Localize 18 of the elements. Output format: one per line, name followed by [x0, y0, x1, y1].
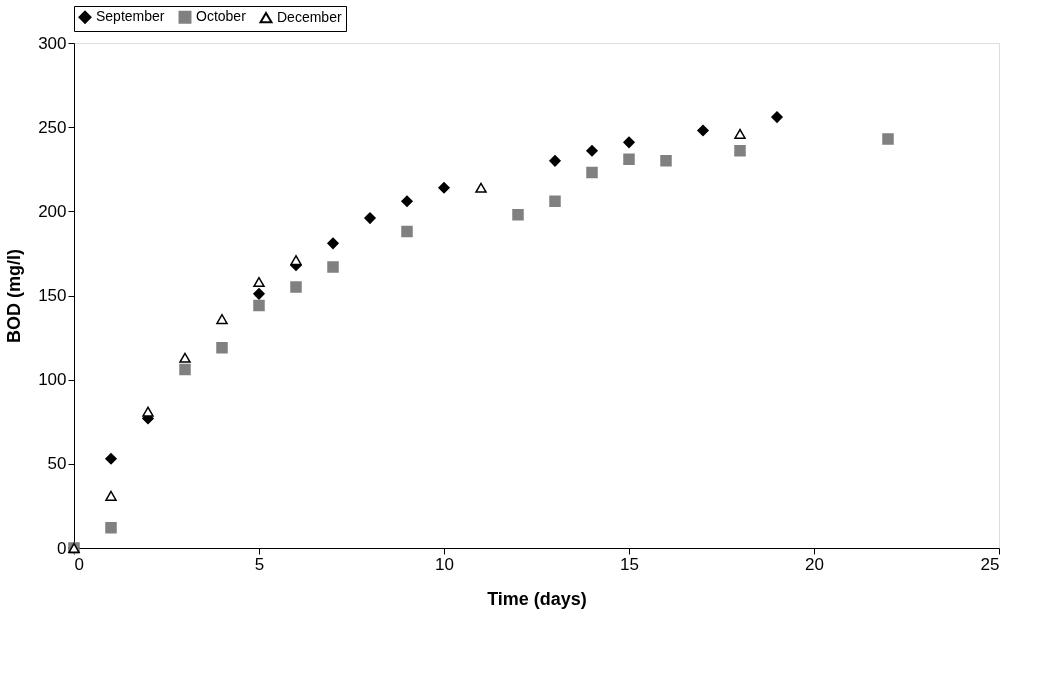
- y-tick-label: 300: [38, 33, 67, 53]
- x-tick-label: 5: [254, 554, 265, 574]
- x-axis-title: Time (days): [487, 588, 587, 609]
- y-tick-label: 50: [47, 454, 67, 474]
- y-tick-label: 150: [38, 286, 67, 305]
- y-tick-label: 100: [38, 370, 67, 390]
- legend-label: December: [277, 8, 342, 25]
- x-tick-label: 25: [980, 554, 1000, 574]
- x-tick-label: 0: [74, 554, 84, 574]
- legend-label: October: [196, 8, 247, 25]
- x-tick-label: 10: [435, 554, 454, 574]
- y-tick-label: 200: [38, 201, 67, 221]
- x-tick-label: 15: [620, 554, 639, 574]
- y-axis-title: BOD (mg/l): [4, 249, 25, 343]
- y-tick-label: 250: [38, 117, 67, 137]
- legend-label: September: [96, 8, 165, 25]
- y-tick-label: 0: [57, 538, 67, 558]
- x-tick-label: 20: [805, 554, 824, 574]
